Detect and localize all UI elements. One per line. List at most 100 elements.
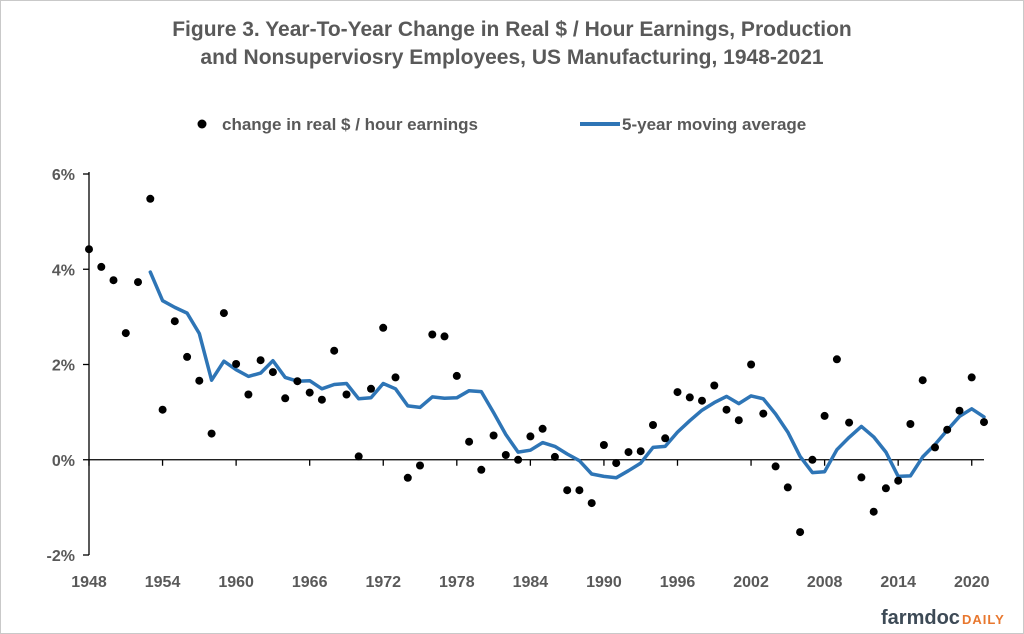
data-point: [244, 390, 253, 399]
data-point: [881, 484, 890, 493]
data-point: [268, 368, 277, 377]
data-point: [465, 437, 474, 446]
x-tick-label: 1954: [145, 574, 181, 591]
data-point: [661, 434, 670, 443]
data-point: [820, 411, 829, 420]
data-point: [869, 507, 878, 516]
x-tick-label: 2014: [880, 574, 916, 591]
data-point: [183, 352, 192, 361]
data-point: [722, 405, 731, 414]
data-point: [170, 317, 179, 326]
data-point: [587, 499, 596, 508]
data-point: [354, 452, 363, 461]
data-point: [931, 443, 939, 452]
data-point: [195, 376, 204, 385]
y-tick-label: 4%: [52, 262, 75, 279]
data-point: [281, 394, 290, 403]
chart-title-line1: Figure 3. Year-To-Year Change in Real $ …: [172, 18, 852, 41]
data-point: [477, 465, 486, 474]
data-point: [293, 377, 302, 386]
data-point: [612, 459, 621, 468]
axes: [83, 172, 984, 556]
data-point: [943, 425, 952, 434]
data-point: [636, 447, 645, 456]
data-point: [134, 278, 142, 287]
legend-line-label: 5-year moving average: [622, 115, 806, 134]
data-point: [514, 455, 523, 464]
data-point: [599, 441, 608, 449]
x-tick-label: 1972: [365, 574, 401, 591]
data-point: [734, 416, 743, 425]
data-point: [526, 432, 535, 441]
x-tick-label: 1948: [71, 574, 107, 591]
points-layer: [85, 194, 988, 537]
data-point: [452, 371, 461, 380]
y-tick-label: 6%: [52, 167, 75, 184]
data-point: [649, 421, 657, 429]
data-point: [857, 473, 866, 482]
data-point: [85, 245, 93, 254]
data-point: [379, 323, 388, 332]
chart-title-line2: and Nonsuperviosry Employees, US Manufac…: [200, 46, 824, 69]
data-point: [710, 381, 719, 390]
y-tick-label: 2%: [52, 358, 75, 375]
x-tick-label: 2008: [807, 574, 843, 591]
x-tick-label: 1984: [513, 574, 549, 591]
data-point: [747, 360, 756, 369]
y-tick-label: -2%: [47, 548, 75, 565]
x-tick-label: 2002: [733, 574, 769, 591]
legend-points-label: change in real $ / hour earnings: [222, 115, 478, 134]
x-tick-label: 1990: [586, 574, 622, 591]
data-point: [232, 360, 241, 368]
x-tick-label: 2020: [954, 574, 990, 591]
data-point: [698, 396, 706, 405]
data-point: [906, 420, 915, 428]
data-point: [207, 429, 216, 438]
data-point: [158, 405, 167, 414]
data-point: [673, 388, 682, 397]
data-point: [980, 418, 988, 427]
data-point: [845, 418, 854, 427]
data-point: [808, 455, 817, 464]
data-point: [563, 486, 572, 495]
legend-points-marker: [197, 119, 207, 129]
data-point: [330, 346, 339, 355]
data-point: [489, 431, 498, 440]
x-tick-label: 1966: [292, 574, 328, 591]
moving-average-layer: [148, 270, 986, 480]
data-point: [403, 473, 412, 482]
data-point: [391, 373, 400, 382]
data-point: [146, 194, 155, 203]
data-point: [894, 476, 903, 485]
data-point: [256, 356, 265, 365]
logo-text-daily: DAILY: [962, 612, 1005, 627]
data-point: [832, 355, 841, 364]
legend: change in real $ / hour earnings 5-year …: [197, 115, 806, 134]
data-point: [440, 332, 449, 341]
x-tick-label: 1978: [439, 574, 475, 591]
tick-labels: -2% 0% 2% 4% 6% 1948 1954 1960 1966 1972 1978 1984 1…: [47, 167, 990, 591]
data-point: [967, 373, 976, 382]
logo-text-farmdoc: farmdoc: [881, 607, 960, 629]
x-tick-label: 1960: [218, 574, 254, 591]
data-point: [342, 390, 351, 399]
x-tick-label: 1996: [660, 574, 696, 591]
data-point: [783, 483, 792, 492]
data-point: [367, 384, 375, 393]
data-point: [771, 462, 780, 471]
data-point: [109, 276, 118, 285]
data-point: [796, 528, 805, 537]
data-point: [121, 329, 130, 338]
farmdoc-logo: farmdoc DAILY: [881, 607, 1005, 629]
data-point: [955, 406, 964, 415]
data-point: [305, 388, 314, 397]
data-point: [501, 451, 510, 459]
data-point: [219, 309, 228, 318]
data-point: [428, 330, 437, 339]
data-point: [97, 262, 106, 271]
y-tick-label: 0%: [52, 453, 75, 470]
data-point: [685, 393, 694, 402]
data-point: [550, 452, 559, 461]
